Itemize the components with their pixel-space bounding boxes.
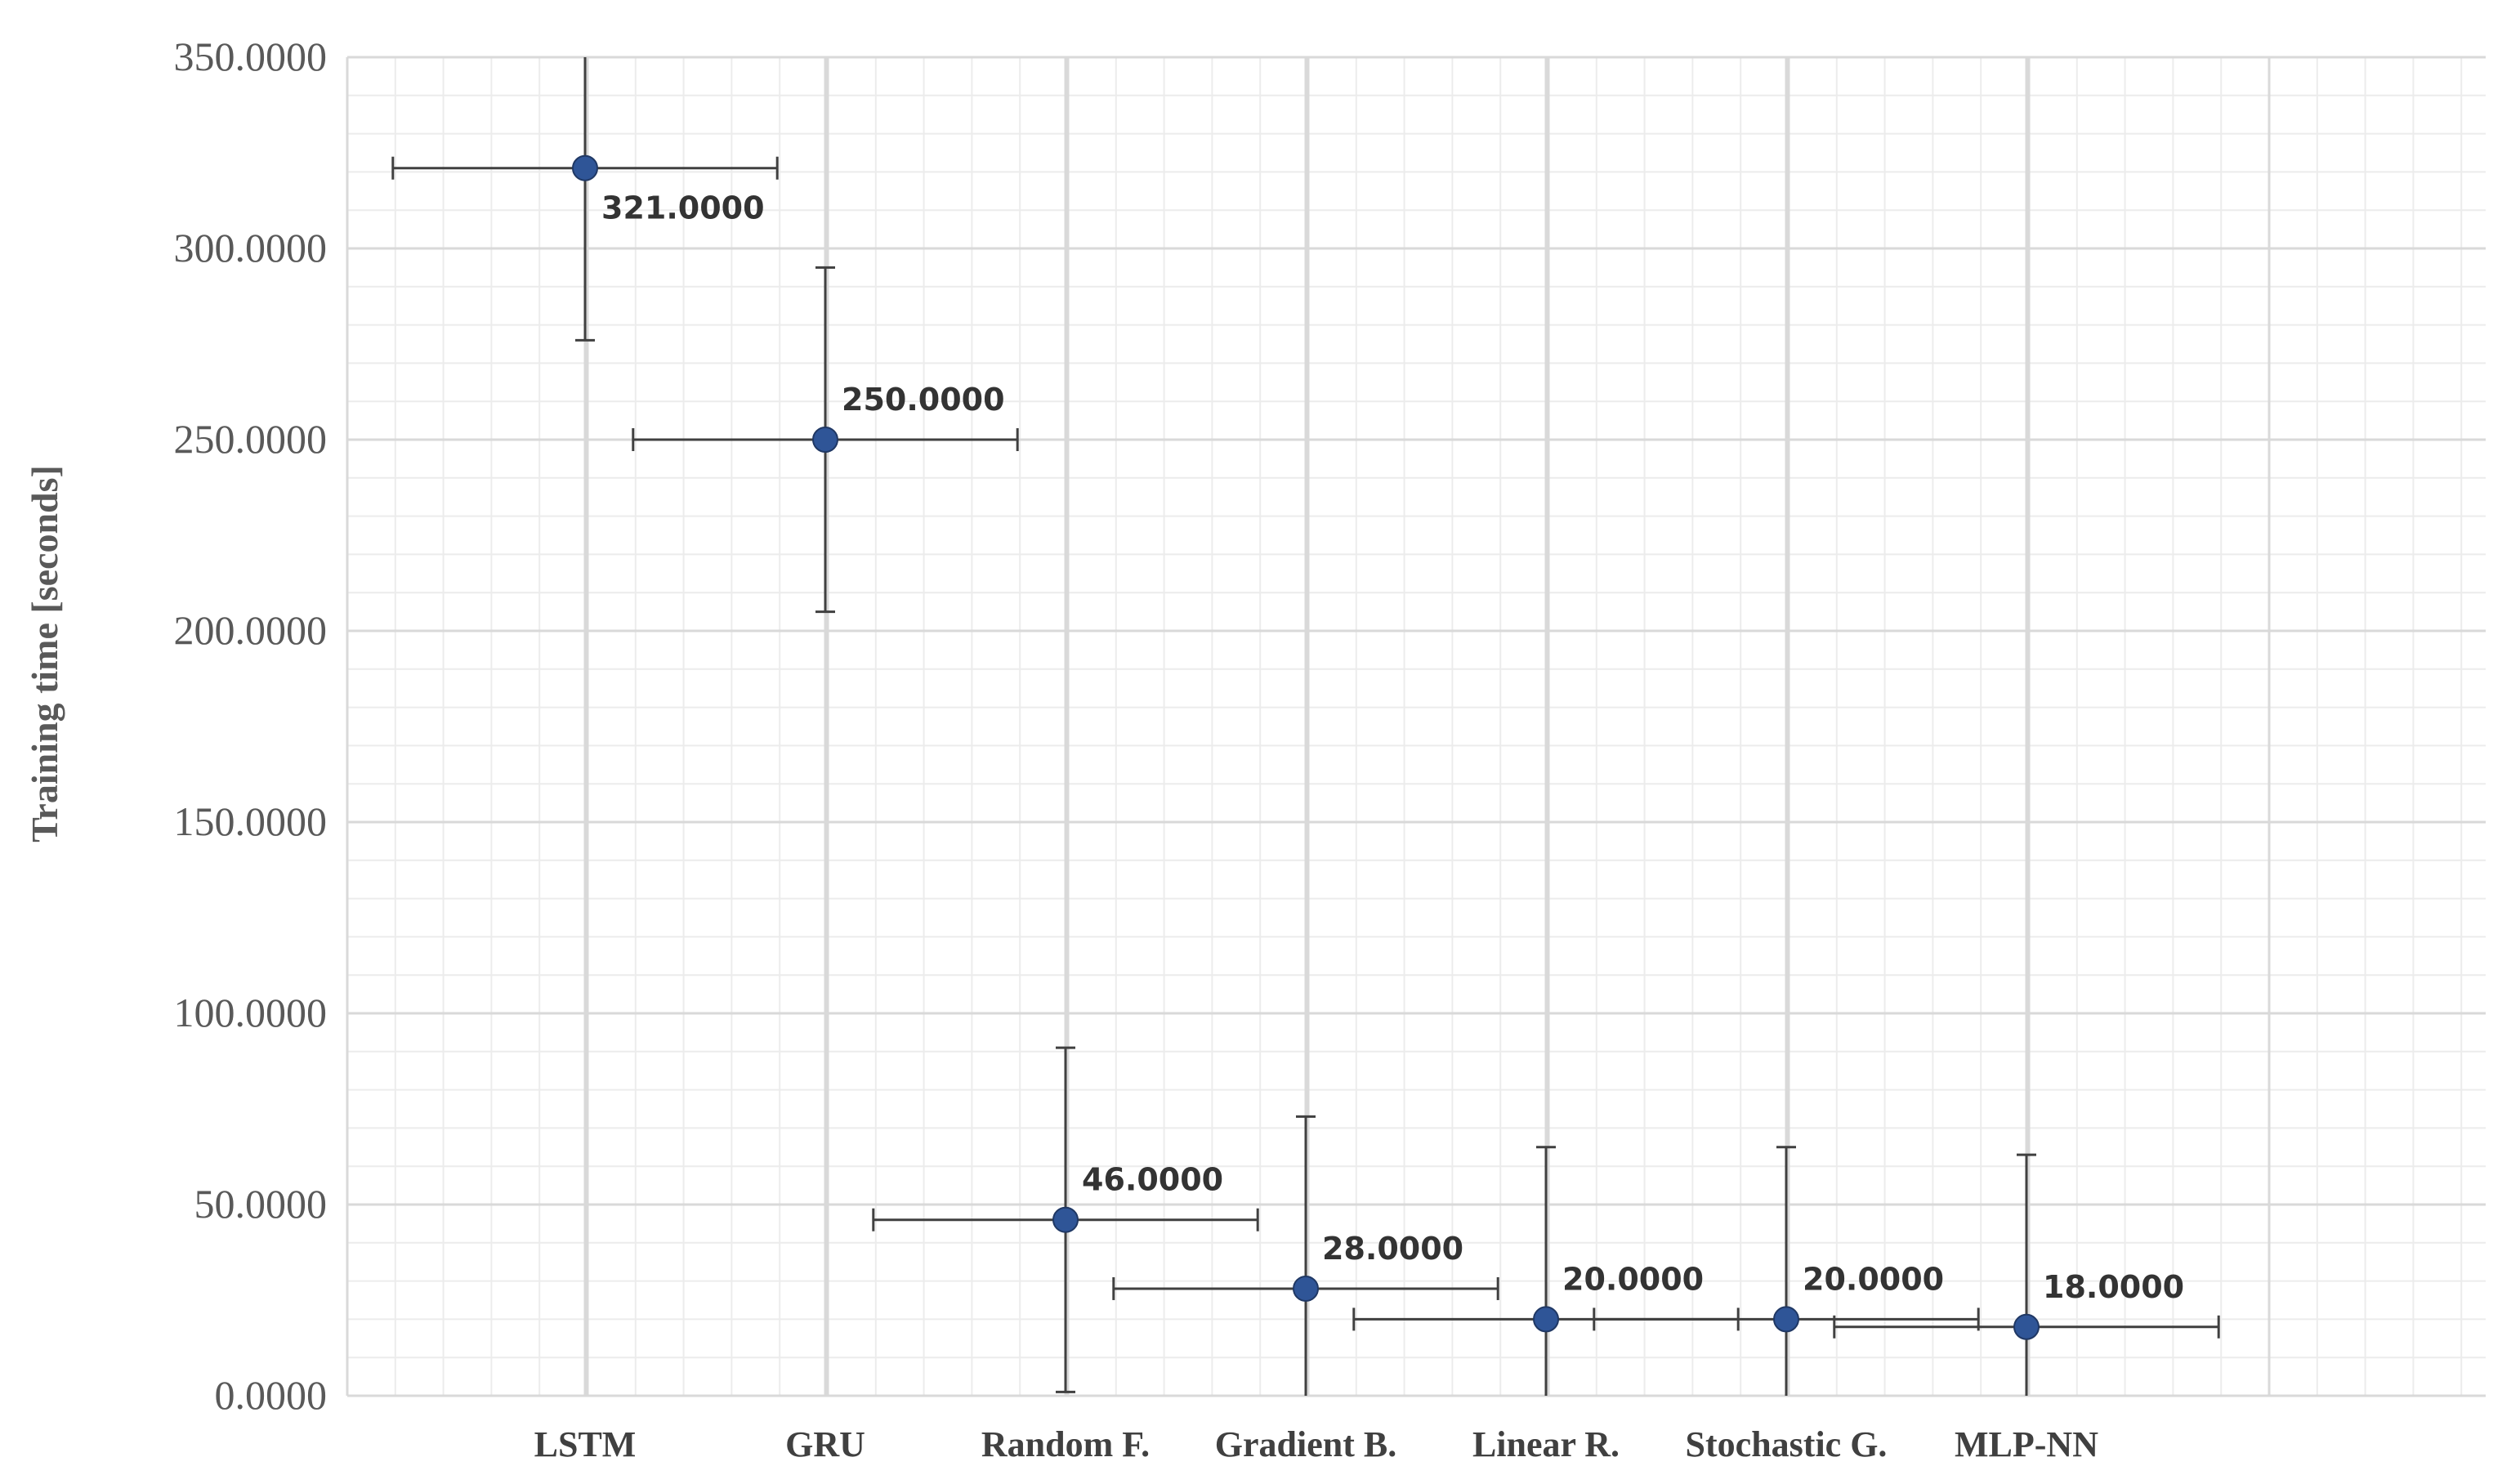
data-points — [572, 154, 2040, 1340]
data-label: 250.0000 — [842, 382, 1005, 418]
y-tick-label: 0.0000 — [215, 1372, 328, 1418]
x-category-label: Linear R. — [1472, 1424, 1620, 1464]
y-tick-label: 50.0000 — [194, 1181, 328, 1227]
x-category-label: LSTM — [534, 1424, 637, 1464]
y-axis-tick-labels: 0.0000 50.0000 100.0000 150.0000 200.0000 250… — [174, 34, 328, 1418]
data-label: 46.0000 — [1082, 1162, 1223, 1198]
x-category-label: Gradient B. — [1215, 1424, 1396, 1464]
minor-gridlines — [346, 56, 2486, 1397]
data-point — [1533, 1306, 1559, 1333]
y-tick-label: 200.0000 — [174, 607, 328, 653]
y-axis-title: Training time [seconds] — [24, 465, 65, 843]
y-tick-label: 300.0000 — [174, 225, 328, 270]
x-axis-category-labels: LSTM GRU Random F. Gradient B. Linear R. Stoc… — [534, 1424, 2099, 1464]
x-category-label: Stochastic G. — [1686, 1424, 1888, 1464]
y-tick-label: 100.0000 — [174, 990, 328, 1035]
x-category-label: Random F. — [981, 1424, 1150, 1464]
data-labels: 321.0000 250.0000 46.0000 28.0000 20.0000 20.… — [601, 190, 2184, 1305]
data-point — [1773, 1306, 1799, 1333]
data-point — [812, 427, 838, 453]
major-gridlines — [346, 56, 2486, 1397]
data-label: 321.0000 — [601, 190, 765, 226]
data-label: 20.0000 — [1562, 1261, 1704, 1297]
x-category-label: GRU — [785, 1424, 865, 1464]
y-tick-label: 250.0000 — [174, 416, 328, 462]
y-tick-label: 350.0000 — [174, 34, 328, 79]
data-point — [1052, 1206, 1079, 1233]
data-label: 28.0000 — [1322, 1231, 1463, 1267]
data-label: 18.0000 — [2043, 1269, 2184, 1305]
data-point — [572, 154, 598, 181]
data-label: 20.0000 — [1803, 1261, 1944, 1297]
data-point — [1293, 1275, 1319, 1302]
data-point — [2013, 1313, 2040, 1340]
x-category-label: MLP-NN — [1955, 1424, 2098, 1464]
y-tick-label: 150.0000 — [174, 798, 328, 844]
